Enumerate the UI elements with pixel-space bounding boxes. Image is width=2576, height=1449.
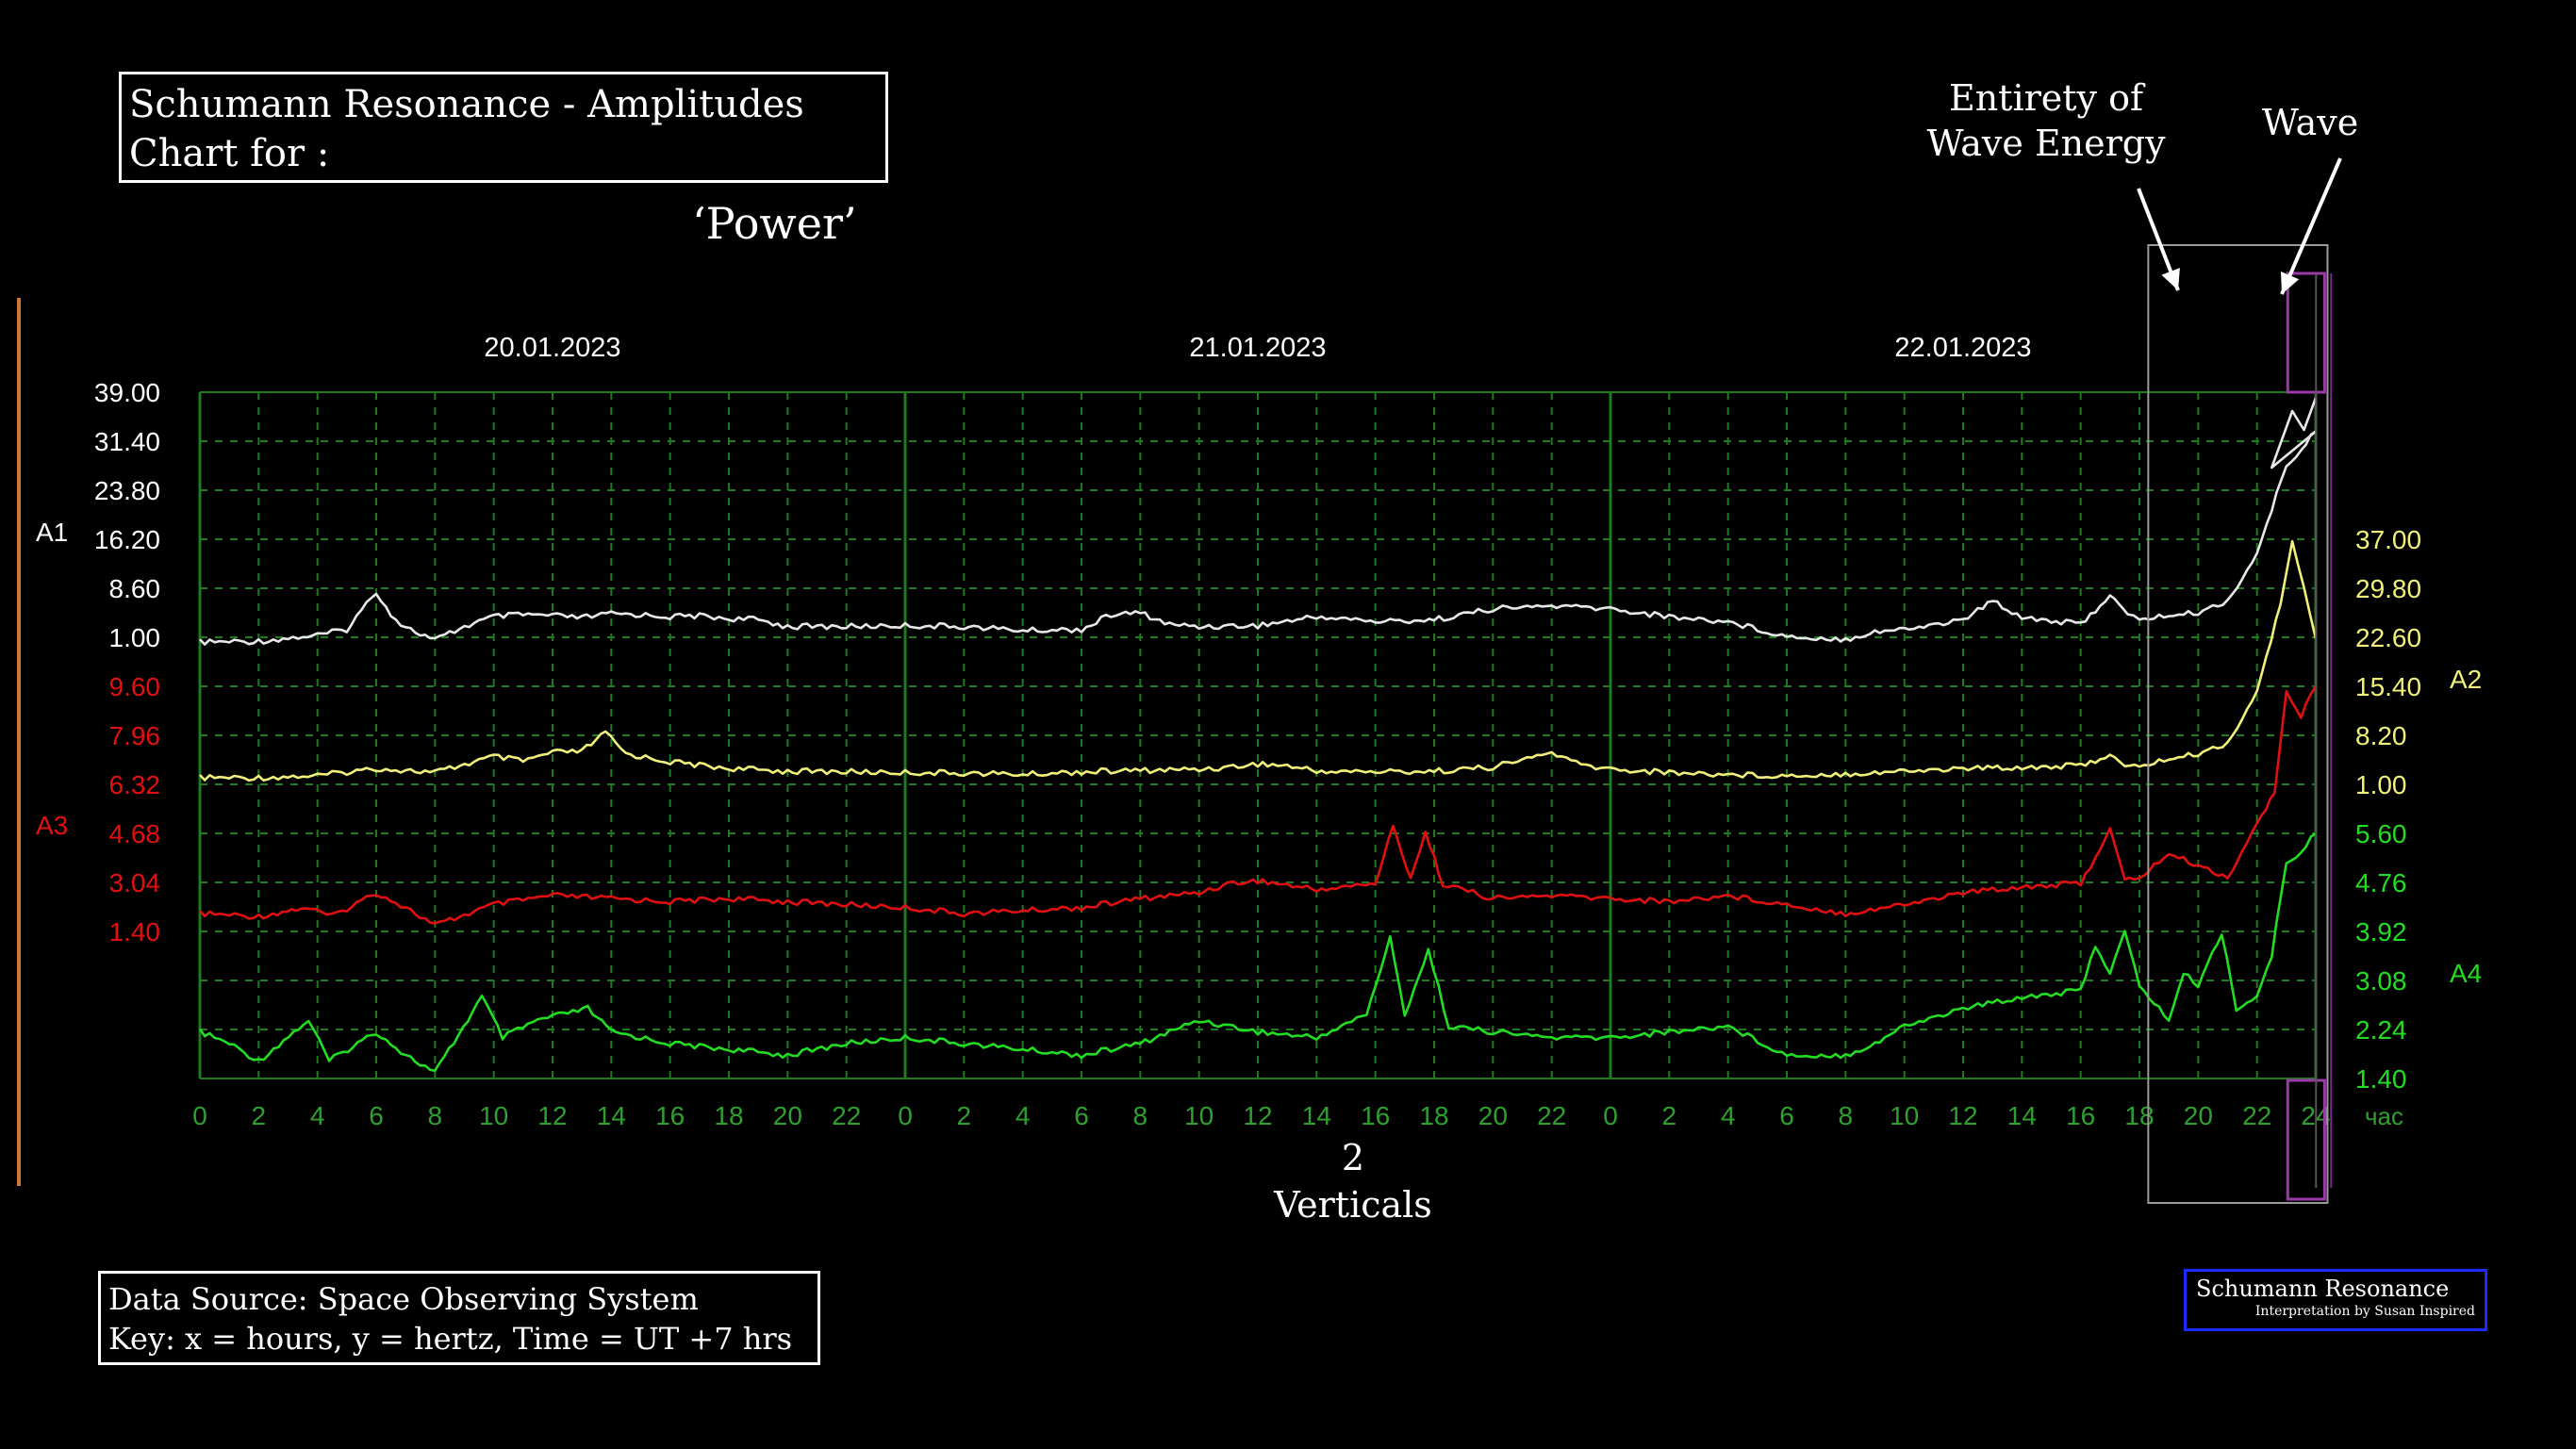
a2-tick-label: 29.80 [2355,574,2421,603]
data-source-box: Data Source: Space Observing System Key:… [98,1271,820,1365]
a3-tick-label: 4.68 [109,819,161,848]
a1-tick-label: 31.40 [94,427,160,456]
x-tick-label: 18 [1419,1101,1448,1130]
x-tick-label: 0 [1603,1101,1618,1130]
a4-axis-label: A4 [2450,959,2482,988]
a1-tick-label: 1.00 [109,623,161,652]
x-tick-label: 6 [1074,1101,1089,1130]
a1-tick-label: 23.80 [94,476,160,505]
x-tick-label: 14 [1302,1101,1331,1130]
a2-tick-label: 8.20 [2355,721,2407,750]
a1-tick-label: 8.60 [109,574,161,603]
a3-tick-label: 1.40 [109,917,161,947]
a4-tick-label: 1.40 [2355,1064,2407,1094]
a3-axis-label: A3 [36,811,68,840]
x-tick-label: 6 [369,1101,384,1130]
annotation-wave: Wave [2261,102,2359,143]
x-tick-label: 6 [1779,1101,1794,1130]
chart-title-box: Schumann Resonance - Amplitudes Chart fo… [119,72,888,183]
x-tick-label: 0 [192,1101,207,1130]
x-tick-label: 8 [1839,1101,1854,1130]
x-tick-label: 14 [2007,1101,2037,1130]
annotation-verticals-number: 2 [1341,1137,1365,1178]
credit-box: Schumann Resonance Interpretation by Sus… [2184,1269,2487,1331]
arrow-wave-head [2280,272,2300,294]
a3-tick-label: 3.04 [109,868,161,897]
x-tick-label: 2 [1662,1101,1677,1130]
x-tick-label: 2 [252,1101,267,1130]
x-tick-label: 8 [1133,1101,1148,1130]
arrow-wave [2280,157,2342,295]
a3-tick-label: 7.96 [109,721,161,750]
x-tick-label: 12 [1948,1101,1977,1130]
x-tick-label: 12 [537,1101,567,1130]
series-line-a1 [199,397,2318,646]
series-line-a2 [199,539,2318,782]
x-tick-label: 4 [1721,1101,1736,1130]
a3-tick-label: 6.32 [109,770,161,799]
x-tick-label: 20 [773,1101,802,1130]
x-tick-label: 10 [1890,1101,1919,1130]
a2-tick-label: 22.60 [2355,623,2421,652]
a4-tick-label: 3.08 [2355,966,2407,996]
x-tick-label: 0 [898,1101,913,1130]
x-tick-label: 22 [1537,1101,1566,1130]
credit-main: Schumann Resonance [2196,1276,2450,1302]
x-tick-label: 20 [2184,1101,2213,1130]
x-tick-label: 14 [597,1101,626,1130]
a1-axis-label: A1 [36,518,68,547]
chart-title-line2: Chart for : [129,132,330,175]
highlight-entirety-box [2147,244,2329,1204]
series-line-a3 [199,685,2318,925]
chart-title-line1: Schumann Resonance - Amplitudes [129,83,804,126]
highlight-wave-bottom [2286,1079,2326,1201]
a3-tick-label: 9.60 [109,672,161,701]
date-label: 22.01.2023 [1894,333,2031,363]
date-label: 20.01.2023 [484,333,620,363]
x-tick-label: 22 [2242,1101,2271,1130]
key-line: Key: x = hours, y = hertz, Time = UT +7 … [108,1321,793,1357]
a2-tick-label: 1.00 [2355,770,2407,799]
x-tick-label: 18 [714,1101,743,1130]
a2-axis-label: A2 [2450,665,2482,694]
x-tick-label: 18 [2124,1101,2154,1130]
a1-tick-label: 16.20 [94,525,160,554]
annotation-entirety: Entirety of Wave Energy [1926,77,2166,164]
x-tick-label: 4 [1016,1101,1031,1130]
x-unit-label: час [2365,1102,2403,1130]
x-tick-label: 10 [1184,1101,1214,1130]
credit-sub: Interpretation by Susan Inspired [2254,1304,2475,1319]
x-tick-label: 2 [957,1101,972,1130]
arrow-entirety-head [2161,268,2180,290]
x-tick-label: 8 [428,1101,443,1130]
date-label: 21.01.2023 [1189,333,1326,363]
chart-subtitle: ‘Power’ [692,198,857,249]
x-tick-label: 20 [1478,1101,1508,1130]
x-tick-label: 10 [479,1101,508,1130]
a2-tick-label: 15.40 [2355,672,2421,701]
a4-tick-label: 2.24 [2355,1015,2407,1045]
data-source-line: Data Source: Space Observing System [108,1281,699,1317]
a4-tick-label: 3.92 [2355,917,2407,947]
highlight-wave-top [2286,272,2326,394]
x-tick-label: 22 [832,1101,861,1130]
x-tick-label: 12 [1243,1101,1272,1130]
a2-tick-label: 37.00 [2355,525,2421,554]
annotation-verticals-label: Verticals [1274,1184,1432,1226]
a1-tick-label: 39.00 [94,378,160,407]
x-tick-label: 16 [2066,1101,2095,1130]
series-line-a4 [198,832,2317,1072]
a4-tick-label: 4.76 [2355,868,2407,897]
a4-tick-label: 5.60 [2355,819,2407,848]
x-tick-label: 4 [310,1101,325,1130]
x-tick-label: 16 [655,1101,685,1130]
x-tick-label: 16 [1361,1101,1390,1130]
